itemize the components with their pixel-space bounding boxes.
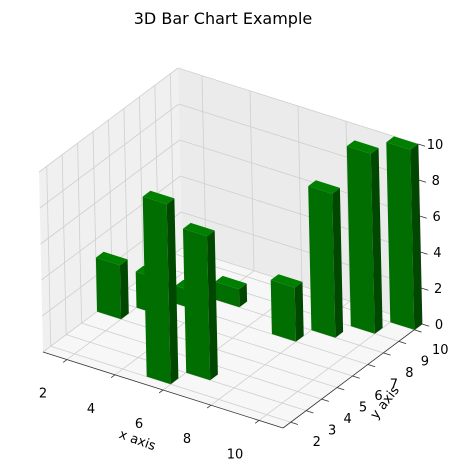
z-tick-label: 6: [432, 210, 440, 225]
z-tick-mark: [419, 215, 427, 219]
bar-side-face: [294, 281, 304, 342]
bar-front-face: [95, 257, 122, 320]
bar-front-face: [386, 142, 415, 330]
bar-front-face: [308, 186, 336, 338]
y-axis-label: y axis: [368, 383, 403, 422]
gridline-y: [61, 154, 67, 335]
bar: [346, 140, 383, 334]
y-tick-mark: [290, 421, 299, 425]
bar-top-face: [183, 222, 215, 237]
bar: [386, 136, 422, 330]
bars: [95, 136, 422, 385]
gridline-x: [297, 105, 303, 287]
y-tick-label: 7: [390, 377, 398, 392]
bar-top-face: [386, 136, 418, 150]
gridline-z: [177, 67, 419, 145]
z-tick-mark: [417, 143, 426, 147]
x-tick-label: 4: [87, 402, 95, 417]
bar: [270, 274, 304, 342]
z-tick-label: 8: [432, 174, 440, 189]
x-tick-mark: [110, 374, 116, 379]
bar: [183, 222, 218, 381]
x-tick-label: 8: [183, 432, 191, 447]
bar-side-face: [410, 144, 422, 330]
y-tick-mark: [336, 387, 345, 391]
x-tick-mark: [254, 420, 260, 424]
y-tick-mark: [306, 410, 314, 414]
x-tick-label: 6: [135, 417, 143, 432]
bar: [308, 180, 344, 338]
z-tick-label: 4: [433, 246, 441, 261]
bar-top-face: [346, 140, 379, 154]
gridline-y: [46, 166, 52, 347]
gridline-y: [123, 108, 129, 289]
bar-top-face: [308, 180, 340, 194]
z-tick-mark: [421, 287, 429, 291]
bar: [142, 190, 179, 385]
y-tick-label: 4: [343, 412, 351, 427]
gridline-y: [77, 143, 83, 324]
x-tick-label: 10: [227, 447, 244, 462]
y-tick-label: 3: [328, 424, 336, 439]
bar: [215, 275, 248, 308]
bar: [95, 251, 129, 320]
x-tick-mark: [62, 359, 68, 363]
y-tick-label: 9: [421, 354, 429, 369]
z-tick-label: 10: [427, 138, 444, 153]
bar-top-face: [270, 274, 303, 288]
z-tick-label: 2: [434, 282, 442, 297]
gridline-y: [66, 334, 307, 412]
y-tick-mark: [414, 329, 422, 333]
gridline-y: [138, 96, 144, 277]
gridline-y: [92, 131, 98, 312]
y-tick-label: 2: [313, 435, 321, 450]
bar-front-face: [270, 280, 296, 342]
z-tick-mark: [420, 251, 428, 255]
bar-side-face: [119, 259, 129, 320]
bar-top-face: [95, 251, 128, 266]
gridline-z: [39, 103, 180, 209]
z-tick-mark: [418, 179, 427, 183]
y-tick-label: 5: [359, 401, 367, 416]
bar-front-face: [346, 146, 375, 334]
x-tick-mark: [206, 404, 212, 409]
x-tick-mark: [158, 389, 164, 394]
y-tick-label: 6: [374, 389, 382, 404]
bar-top-face: [142, 190, 175, 205]
bar-side-face: [207, 230, 218, 381]
bar-side-face: [332, 187, 344, 338]
x-tick-label: 2: [39, 387, 47, 402]
bar-top-face: [215, 275, 247, 290]
chart-title: 3D Bar Chart Example: [134, 9, 313, 28]
gridline-x: [201, 75, 207, 256]
gridline-z: [40, 139, 180, 245]
y-tick-label: 8: [405, 366, 413, 381]
bar-side-face: [166, 198, 179, 385]
bar-front-face: [215, 281, 240, 308]
gridline-x: [345, 121, 351, 302]
y-tick-mark: [321, 398, 329, 402]
bar-front-face: [142, 196, 171, 385]
y-tick-mark: [352, 375, 360, 379]
y-tick-mark: [383, 352, 391, 356]
y-tick-label: 10: [432, 343, 449, 358]
z-tick-label: 0: [435, 318, 443, 333]
y-tick-mark: [367, 364, 376, 368]
bar-side-face: [239, 283, 248, 308]
z-tick-mark: [421, 323, 430, 327]
gridline-x: [249, 90, 255, 271]
bar-front-face: [183, 228, 211, 381]
gridline-z: [38, 67, 179, 173]
y-tick-mark: [398, 340, 407, 344]
bar-side-face: [370, 148, 383, 334]
gridline-y: [50, 345, 291, 423]
